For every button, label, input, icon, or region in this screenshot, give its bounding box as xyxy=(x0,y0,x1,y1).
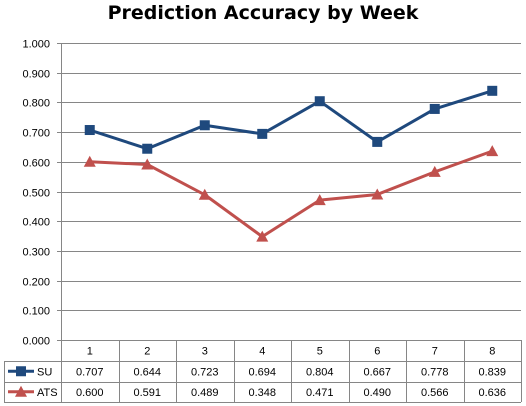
data-label: 0.694 xyxy=(248,366,276,378)
data-point xyxy=(256,230,269,242)
x-tick-label: 1 xyxy=(87,346,93,358)
data-label: 0.804 xyxy=(306,366,334,378)
data-label: 0.707 xyxy=(76,366,104,378)
y-tick-label: 1.000 xyxy=(22,39,50,51)
legend-label: SU xyxy=(37,366,52,378)
data-point xyxy=(486,145,499,157)
data-table: 1 2 3 4 5 6 7 8 SU 0.707 0.644 0.723 0.694 0.804 0.667… xyxy=(4,340,522,403)
y-tick-label: 0.600 xyxy=(22,158,50,170)
data-label: 0.723 xyxy=(191,366,219,378)
y-tick-label: 0.700 xyxy=(22,128,50,140)
x-tick-label: 8 xyxy=(489,346,495,358)
data-point xyxy=(84,125,95,136)
x-tick-label: 5 xyxy=(317,346,323,358)
x-tick-label: 7 xyxy=(432,346,438,358)
data-point xyxy=(199,120,210,131)
y-tick-label: 0.800 xyxy=(22,98,50,110)
data-point xyxy=(372,136,383,147)
x-tick-label: 3 xyxy=(202,346,208,358)
data-point xyxy=(314,96,325,107)
series-line-ats xyxy=(89,149,493,239)
data-point xyxy=(83,155,96,167)
data-label: 0.636 xyxy=(478,387,506,399)
y-tick-label: 0.300 xyxy=(22,247,50,259)
legend-marker xyxy=(16,366,26,377)
y-tick-label: 0.500 xyxy=(22,188,50,200)
data-label: 0.348 xyxy=(248,387,276,399)
data-label: 0.644 xyxy=(133,366,161,378)
data-label: 0.566 xyxy=(421,387,449,399)
data-point xyxy=(429,103,440,114)
data-point xyxy=(142,143,153,154)
data-label: 0.471 xyxy=(306,387,334,399)
data-label: 0.591 xyxy=(133,387,161,399)
gridlines xyxy=(61,43,521,341)
data-point xyxy=(141,158,154,170)
series-line-su xyxy=(89,89,493,151)
data-label: 0.600 xyxy=(76,387,104,399)
data-point xyxy=(371,188,384,200)
x-tick-label: 2 xyxy=(144,346,150,358)
data-point xyxy=(198,188,211,200)
y-tick-label: 0.100 xyxy=(22,306,50,318)
y-tick-label: 0.200 xyxy=(22,277,50,289)
legend-label: ATS xyxy=(37,387,58,399)
data-label: 0.839 xyxy=(478,366,506,378)
data-point xyxy=(487,85,498,96)
data-point xyxy=(428,165,441,177)
y-tick-label: 0.000 xyxy=(22,336,50,348)
x-tick-label: 6 xyxy=(374,346,380,358)
legend-marker xyxy=(15,385,27,397)
data-label: 0.489 xyxy=(191,387,219,399)
y-tick-label: 0.400 xyxy=(22,217,50,229)
data-point xyxy=(257,128,268,139)
data-point xyxy=(313,194,326,206)
x-tick-label: 4 xyxy=(259,346,265,358)
data-label: 0.667 xyxy=(363,366,391,378)
y-axis: 0.000 0.100 0.200 0.300 0.400 0.500 0.600 0.700… xyxy=(22,39,62,348)
data-label: 0.778 xyxy=(421,366,449,378)
series-layer xyxy=(83,85,499,242)
data-label: 0.490 xyxy=(363,387,391,399)
chart-title: Prediction Accuracy by Week xyxy=(107,2,419,24)
y-tick-label: 0.900 xyxy=(22,69,50,81)
